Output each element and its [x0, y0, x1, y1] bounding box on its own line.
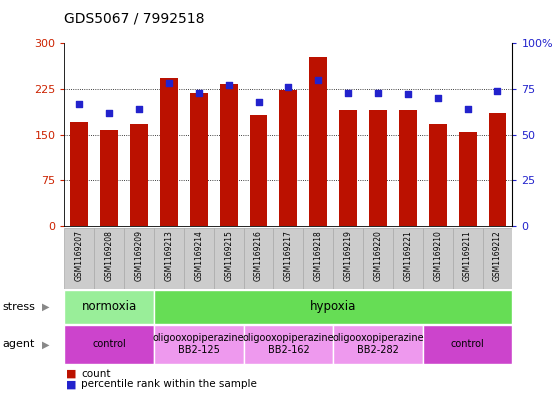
Text: oligooxopiperazine
BB2-162: oligooxopiperazine BB2-162	[242, 334, 334, 355]
Bar	[154, 228, 184, 289]
Bar	[214, 228, 244, 289]
Text: hypoxia: hypoxia	[310, 300, 356, 314]
Text: oligooxopiperazine
BB2-125: oligooxopiperazine BB2-125	[153, 334, 245, 355]
Bar	[333, 228, 363, 289]
Bar	[220, 84, 237, 226]
Text: ▶: ▶	[42, 302, 49, 312]
Bar	[64, 325, 154, 364]
Text: GDS5067 / 7992518: GDS5067 / 7992518	[64, 11, 205, 26]
Bar	[244, 228, 273, 289]
Bar	[154, 290, 512, 324]
Point	[254, 99, 263, 105]
Text: control: control	[92, 339, 126, 349]
Text: GSM1169214: GSM1169214	[194, 230, 203, 281]
Bar	[488, 113, 506, 226]
Bar	[250, 115, 268, 226]
Point	[433, 95, 442, 101]
Point	[403, 91, 412, 97]
Bar	[429, 124, 447, 226]
Text: count: count	[81, 369, 111, 379]
Text: GSM1169219: GSM1169219	[344, 230, 353, 281]
Text: control: control	[451, 339, 484, 349]
Text: ▶: ▶	[42, 339, 49, 349]
Bar	[124, 228, 154, 289]
Text: GSM1169218: GSM1169218	[314, 230, 323, 281]
Bar	[273, 228, 304, 289]
Bar	[94, 228, 124, 289]
Bar	[339, 110, 357, 226]
Point	[165, 80, 174, 86]
Bar	[64, 290, 154, 324]
Bar	[160, 78, 178, 226]
Point	[224, 82, 233, 88]
Text: agent: agent	[3, 339, 35, 349]
Text: GSM1169209: GSM1169209	[134, 230, 143, 281]
Point	[134, 106, 143, 112]
Text: GSM1169208: GSM1169208	[105, 230, 114, 281]
Bar	[190, 93, 208, 226]
Text: GSM1169220: GSM1169220	[374, 230, 382, 281]
Point	[374, 90, 382, 96]
Point	[105, 110, 114, 116]
Bar	[309, 57, 327, 226]
Text: GSM1169212: GSM1169212	[493, 230, 502, 281]
Text: GSM1169221: GSM1169221	[403, 230, 412, 281]
Text: GSM1169216: GSM1169216	[254, 230, 263, 281]
Point	[493, 88, 502, 94]
Text: GSM1169213: GSM1169213	[165, 230, 174, 281]
Bar	[369, 110, 387, 226]
Text: GSM1169207: GSM1169207	[75, 230, 84, 281]
Text: stress: stress	[3, 302, 36, 312]
Bar	[399, 110, 417, 226]
Bar	[184, 228, 214, 289]
Text: percentile rank within the sample: percentile rank within the sample	[81, 379, 257, 389]
Text: ■: ■	[66, 369, 77, 379]
Bar	[64, 228, 94, 289]
Bar	[244, 325, 333, 364]
Text: normoxia: normoxia	[82, 300, 137, 314]
Bar	[154, 325, 244, 364]
Bar	[393, 228, 423, 289]
Bar	[363, 228, 393, 289]
Point	[75, 100, 84, 107]
Point	[463, 106, 472, 112]
Bar	[100, 130, 118, 226]
Bar	[459, 132, 477, 226]
Point	[194, 90, 203, 96]
Point	[344, 90, 353, 96]
Point	[314, 77, 323, 83]
Bar	[333, 325, 423, 364]
Text: oligooxopiperazine
BB2-282: oligooxopiperazine BB2-282	[332, 334, 424, 355]
Text: GSM1169211: GSM1169211	[463, 230, 472, 281]
Bar	[71, 122, 88, 226]
Text: GSM1169215: GSM1169215	[224, 230, 233, 281]
Text: ■: ■	[66, 379, 77, 389]
Bar	[452, 228, 483, 289]
Point	[284, 84, 293, 90]
Bar	[130, 124, 148, 226]
Bar	[304, 228, 333, 289]
Bar	[423, 325, 512, 364]
Bar	[423, 228, 452, 289]
Text: GSM1169217: GSM1169217	[284, 230, 293, 281]
Bar	[483, 228, 512, 289]
Bar	[279, 90, 297, 226]
Text: GSM1169210: GSM1169210	[433, 230, 442, 281]
